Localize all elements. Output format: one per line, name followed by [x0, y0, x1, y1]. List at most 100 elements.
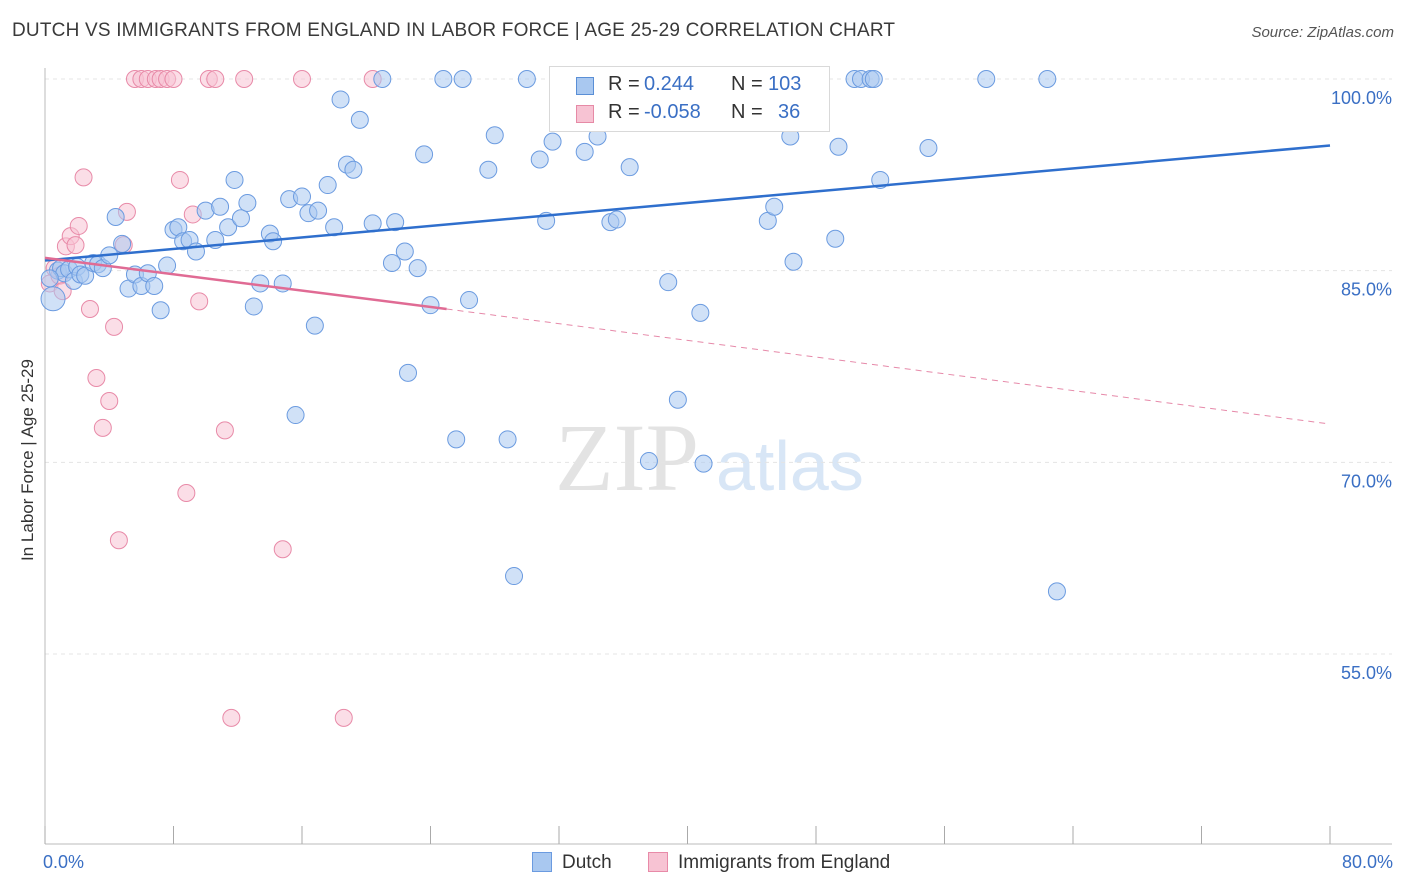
data-point: [235, 70, 254, 88]
data-point: [765, 197, 784, 216]
data-point: [206, 70, 225, 88]
data-point: [453, 70, 472, 88]
trend-line-extension: [446, 308, 1331, 425]
data-point: [286, 406, 305, 425]
legend-item-immigrants[interactable]: Immigrants from England: [648, 852, 890, 874]
series-legend: Dutch Immigrants from England: [0, 852, 1406, 878]
data-point: [434, 70, 453, 88]
data-point: [334, 708, 353, 727]
series-immigrants-points: [40, 70, 382, 727]
data-point: [864, 70, 883, 88]
data-point: [177, 484, 196, 502]
data-point: [100, 392, 119, 410]
data-point: [66, 236, 85, 255]
data-point: [479, 160, 498, 179]
data-point: [190, 292, 209, 311]
data-point: [408, 259, 427, 278]
grid-lines: [45, 78, 1392, 655]
chart-title: DUTCH VS IMMIGRANTS FROM ENGLAND IN LABO…: [12, 20, 896, 41]
data-point: [668, 390, 687, 409]
r-value: 0.244: [644, 73, 695, 95]
x-tick-min: 0.0%: [43, 852, 85, 872]
y-tick-label: 70.0%: [1341, 471, 1392, 491]
data-point: [293, 187, 311, 206]
data-point: [40, 269, 59, 288]
data-point: [211, 197, 230, 216]
r-label: R =: [608, 73, 640, 95]
stats-legend: R = 0.244 N = 103 R = -0.058 N = 36: [549, 66, 830, 132]
watermark-atlas: atlas: [716, 427, 864, 505]
data-point: [460, 291, 479, 310]
data-point: [219, 218, 238, 237]
data-point: [164, 70, 183, 88]
data-point: [87, 369, 106, 387]
data-point: [498, 430, 517, 449]
watermark: ZIP atlas: [555, 404, 864, 511]
y-tick-labels: 55.0% 70.0% 85.0% 100.0%: [1331, 88, 1392, 683]
data-point: [145, 277, 164, 295]
data-point: [109, 531, 128, 550]
trend-line: [44, 144, 1331, 262]
data-point: [238, 193, 257, 212]
data-point: [977, 70, 996, 88]
data-point: [1038, 70, 1057, 88]
chart-source: Source: ZipAtlas.com: [1251, 24, 1394, 41]
dutch-swatch: [576, 77, 594, 95]
axes: [44, 68, 1392, 845]
data-point: [76, 266, 95, 285]
data-point: [399, 363, 418, 382]
data-point: [331, 90, 350, 109]
data-point: [309, 201, 328, 220]
n-label: N =: [731, 73, 763, 95]
y-tick-label: 85.0%: [1341, 280, 1392, 300]
data-point: [607, 210, 626, 229]
legend-swatch-immigrants: [648, 852, 668, 872]
data-point: [447, 430, 466, 449]
legend-item-dutch[interactable]: Dutch: [532, 852, 612, 874]
data-point: [80, 300, 99, 318]
data-point: [305, 316, 324, 335]
data-point: [517, 70, 536, 88]
data-point: [826, 229, 845, 248]
trend-lines: [44, 144, 1331, 425]
data-point: [784, 252, 803, 271]
legend-label-immigrants: Immigrants from England: [678, 852, 891, 873]
data-point: [215, 421, 234, 440]
data-point: [543, 132, 562, 151]
data-point: [829, 137, 848, 156]
data-point: [40, 286, 66, 312]
trend-line: [44, 256, 447, 311]
watermark-zip: ZIP: [555, 404, 699, 511]
n-label: N =: [731, 101, 763, 123]
data-point: [318, 176, 337, 195]
data-point: [273, 540, 292, 559]
data-point: [344, 160, 363, 179]
data-point: [1047, 582, 1066, 601]
legend-swatch-dutch: [532, 852, 552, 872]
stats-row-immigrants: R = -0.058 N = 36: [550, 99, 829, 129]
x-tick-max: 80.0%: [1341, 852, 1393, 872]
data-point: [382, 254, 401, 272]
series-dutch-points: [40, 70, 1066, 601]
data-point: [151, 301, 170, 320]
data-point: [659, 273, 678, 292]
data-point: [530, 150, 549, 169]
data-point: [74, 168, 93, 187]
legend-label-dutch: Dutch: [562, 852, 612, 873]
data-point: [575, 142, 594, 161]
r-label: R =: [608, 101, 640, 123]
data-point: [293, 70, 311, 88]
data-point: [415, 145, 434, 164]
data-point: [691, 303, 710, 322]
data-point: [113, 234, 132, 253]
data-point: [505, 567, 524, 586]
data-point: [694, 454, 713, 473]
immigrants-swatch: [576, 105, 594, 123]
data-point: [105, 317, 124, 336]
data-point: [244, 297, 263, 316]
data-point: [373, 70, 392, 88]
data-point: [395, 242, 414, 261]
data-point: [231, 209, 250, 228]
r-value: -0.058: [644, 101, 701, 123]
